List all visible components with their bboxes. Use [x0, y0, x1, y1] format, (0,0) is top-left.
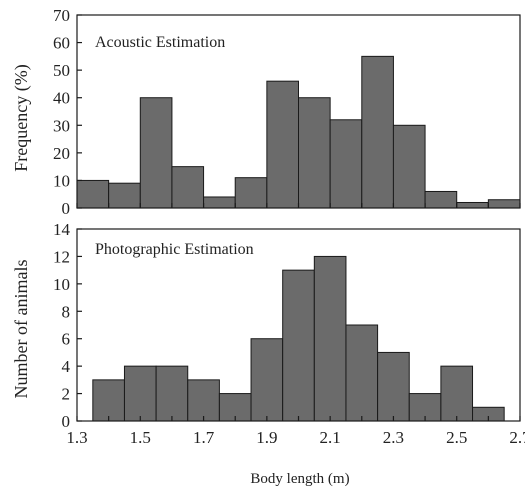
photo-bar-5 — [250, 338, 284, 422]
acoustic-y-tick-label-7: 70 — [53, 6, 70, 25]
top-y-axis-title: Frequency (%) — [11, 64, 32, 171]
photo-bar-9 — [377, 351, 410, 422]
acoustic-bar-4 — [203, 196, 236, 209]
x-axis-title: Body length (m) — [250, 471, 349, 487]
x-tick-label-0: 1.3 — [66, 428, 87, 447]
photographic-panel: Photographic Estimation Number of animal… — [11, 220, 521, 431]
bottom-y-axis-title: Number of animals — [11, 260, 31, 399]
photo-y-tick-label-4: 8 — [62, 302, 71, 321]
acoustic-bar-11 — [424, 190, 458, 209]
acoustic-bar-3 — [171, 166, 205, 209]
photo-bar-8 — [345, 324, 379, 422]
acoustic-bar-9 — [361, 55, 394, 209]
acoustic-bar-12 — [456, 201, 489, 209]
photo-bar-1 — [123, 365, 157, 422]
photo-y-tick-label-6: 12 — [53, 247, 70, 266]
acoustic-bar-10 — [392, 124, 426, 209]
acoustic-bar-5 — [234, 177, 268, 209]
photo-bar-2 — [155, 365, 189, 422]
photo-y-tick-label-7: 14 — [53, 220, 71, 239]
acoustic-bar-8 — [329, 119, 363, 209]
acoustic-y-tick-label-4: 40 — [53, 89, 70, 108]
acoustic-y-tick-label-5: 50 — [53, 61, 70, 80]
acoustic-bar-1 — [108, 182, 141, 209]
acoustic-bar-13 — [487, 199, 521, 209]
x-tick-label-3: 1.9 — [256, 428, 277, 447]
x-tick-label-4: 2.1 — [320, 428, 341, 447]
photo-bar-7 — [313, 255, 347, 422]
photo-bar-11 — [440, 365, 474, 422]
acoustic-y-tick-label-0: 0 — [62, 199, 71, 218]
x-tick-label-5: 2.3 — [383, 428, 404, 447]
acoustic-y-tick-label-6: 60 — [53, 34, 70, 53]
photo-y-tick-label-0: 0 — [62, 412, 71, 431]
photo-y-tick-label-1: 2 — [62, 385, 71, 404]
acoustic-bar-7 — [298, 97, 331, 209]
acoustic-bar-6 — [266, 80, 299, 209]
photo-y-tick-label-2: 4 — [62, 357, 71, 376]
acoustic-y-tick-label-3: 30 — [53, 116, 70, 135]
x-tick-label-2: 1.7 — [193, 428, 215, 447]
x-tick-label-7: 2.7 — [509, 428, 525, 447]
acoustic-bar-2 — [139, 97, 173, 209]
photo-bar-6 — [282, 269, 315, 422]
acoustic-y-tick-label-2: 20 — [53, 144, 70, 163]
photo-y-tick-label-5: 10 — [53, 275, 70, 294]
acoustic-panel: Acoustic Estimation Frequency (%) 0 10 20 3… — [11, 6, 521, 218]
photo-bar-0 — [92, 379, 125, 422]
acoustic-panel-label: Acoustic Estimation — [95, 34, 225, 51]
x-tick-label-1: 1.5 — [130, 428, 151, 447]
photo-y-tick-label-3: 6 — [62, 330, 71, 349]
x-tick-label-6: 2.5 — [446, 428, 467, 447]
photographic-panel-label: Photographic Estimation — [95, 241, 254, 258]
acoustic-bar-0 — [76, 179, 110, 209]
photo-bar-3 — [187, 379, 220, 422]
acoustic-y-tick-label-1: 10 — [53, 171, 70, 190]
